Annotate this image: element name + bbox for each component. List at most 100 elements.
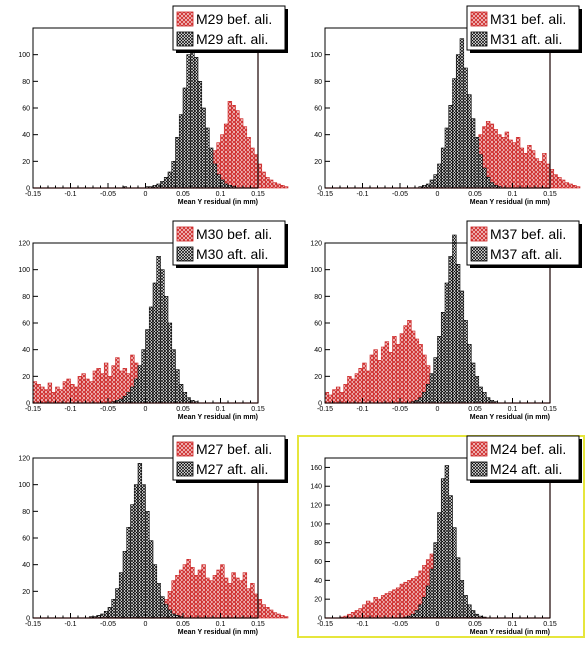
- histogram-bar: [212, 575, 218, 619]
- histogram-bar: [504, 131, 510, 189]
- histogram-bar: [178, 114, 184, 189]
- histogram-bar: [175, 369, 180, 404]
- legend-entry: M30 bef. ali.: [196, 226, 272, 242]
- x-tick-label: 0.15: [251, 191, 265, 198]
- y-tick-label: 20: [22, 589, 30, 596]
- histogram-bar: [459, 580, 465, 619]
- histogram-bar: [81, 373, 86, 404]
- histogram-bar: [160, 181, 165, 189]
- legend-swatch: [470, 461, 488, 477]
- y-tick-label: 160: [310, 465, 322, 472]
- y-tick-label: 100: [18, 482, 30, 489]
- histogram-bar: [422, 596, 427, 619]
- x-tick-label: 0.05: [468, 621, 482, 628]
- histogram-bar: [186, 559, 191, 619]
- histogram-bar: [534, 158, 540, 189]
- x-tick-label: 0.15: [251, 406, 265, 413]
- histogram-bar: [96, 368, 101, 404]
- histogram-bar: [560, 179, 566, 189]
- histogram-bar: [407, 320, 412, 404]
- histogram-bar: [557, 177, 562, 189]
- histogram-bar: [122, 396, 128, 404]
- histogram-panel: -0.15 -0.1 -0.05 0 0.05 0.1 0.15 0 20 40 60 80 100 12…: [310, 220, 582, 421]
- histogram-bar: [208, 580, 214, 619]
- histogram-bar: [437, 163, 442, 189]
- histogram-bar: [167, 171, 173, 189]
- histogram-bar: [178, 569, 184, 619]
- histogram-bar: [497, 134, 502, 189]
- legend: M30 bef. ali. M30 aft. ali.: [172, 220, 288, 268]
- histogram-bar: [148, 306, 154, 404]
- histogram-bar: [163, 296, 169, 404]
- histogram-bar: [380, 595, 386, 619]
- histogram-bar: [261, 171, 266, 189]
- histogram-bar: [283, 616, 289, 619]
- histogram-bar: [160, 596, 165, 619]
- y-tick-label: 60: [22, 106, 30, 113]
- histogram-bar: [433, 357, 438, 404]
- histogram-bar: [160, 269, 165, 404]
- x-tick-label: -0.15: [317, 621, 333, 628]
- histogram-bar: [220, 179, 225, 189]
- histogram-bar: [175, 137, 180, 189]
- y-tick-label: 20: [22, 374, 30, 381]
- histogram-bar: [482, 392, 487, 404]
- legend-entry: M31 aft. ali.: [490, 31, 562, 47]
- histogram-bar: [467, 344, 472, 404]
- legend-entry: M24 bef. ali.: [490, 441, 566, 457]
- histogram-bar: [216, 569, 221, 619]
- histogram-bar: [564, 182, 570, 189]
- histogram-bar: [223, 577, 229, 619]
- histogram-bar: [452, 78, 457, 189]
- x-axis-label: Mean Y residual (in mm): [470, 199, 550, 206]
- y-tick-label: 20: [314, 159, 322, 166]
- histogram-bar: [437, 512, 442, 619]
- x-tick-label: 0.1: [216, 191, 226, 198]
- y-tick-label: 40: [314, 132, 322, 139]
- x-axis-label: Mean Y residual (in mm): [178, 199, 258, 206]
- histogram-bar: [418, 397, 423, 404]
- legend-entry: M27 aft. ali.: [196, 461, 268, 477]
- histogram-bar: [186, 397, 191, 404]
- legend-swatch: [176, 461, 194, 477]
- histogram-bar: [107, 607, 113, 619]
- histogram-bar: [324, 392, 330, 404]
- histogram-bar: [519, 147, 525, 189]
- histogram-bar: [463, 67, 468, 189]
- y-tick-label: 40: [314, 578, 322, 585]
- histogram-bar: [182, 564, 188, 619]
- y-tick-label: 80: [314, 294, 322, 301]
- histogram-bar: [542, 153, 547, 189]
- y-tick-label: 0: [318, 616, 322, 623]
- x-tick-label: -0.05: [392, 191, 408, 198]
- histogram-bar: [205, 577, 210, 619]
- histogram-bar: [467, 604, 472, 619]
- histogram-bar: [100, 373, 105, 404]
- histogram-bar: [369, 354, 375, 404]
- histogram-bar: [448, 105, 453, 189]
- histogram-bar: [440, 147, 446, 189]
- histogram-bar: [500, 137, 506, 189]
- y-tick-label: 80: [314, 540, 322, 547]
- histogram-bar: [178, 384, 184, 404]
- histogram-bar: [118, 572, 124, 619]
- histogram-bar: [235, 577, 240, 619]
- histogram-bar: [250, 147, 255, 189]
- x-tick-label: -0.1: [356, 191, 368, 198]
- histogram-bar: [452, 527, 457, 619]
- histogram-bar: [395, 344, 401, 404]
- legend-swatch: [176, 31, 194, 47]
- histogram-bar: [343, 384, 348, 404]
- x-tick-label: -0.15: [317, 406, 333, 413]
- histogram-bar: [575, 186, 581, 189]
- histogram-bar: [384, 341, 390, 404]
- histogram-bar: [418, 344, 423, 404]
- histogram-bar: [242, 126, 248, 189]
- histogram-bar: [171, 580, 176, 619]
- histogram-bar: [43, 389, 49, 404]
- histogram-bar: [485, 177, 491, 189]
- histogram-bar: [231, 105, 236, 189]
- x-tick-label: 0.1: [216, 406, 226, 413]
- histogram-bar: [444, 127, 450, 189]
- legend-entry: M29 bef. ali.: [196, 11, 272, 27]
